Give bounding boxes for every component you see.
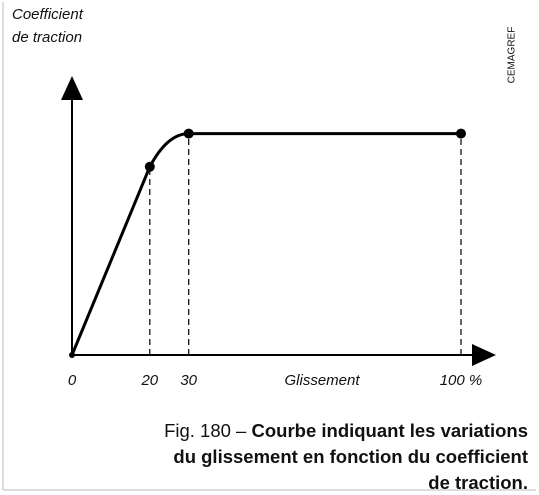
x-tick-label: 100 % [440, 372, 483, 389]
credit: CEMAGREF [507, 27, 518, 84]
x-tick-label: 0 [68, 372, 77, 389]
caption-text: de traction. [428, 472, 528, 493]
y-axis-label: de traction [12, 29, 82, 46]
y-axis-label: Coefficient [12, 6, 84, 23]
x-axis-arrow [472, 344, 496, 366]
x-tick-label: 20 [140, 372, 158, 389]
point [144, 161, 155, 172]
line [70, 132, 461, 356]
point [183, 128, 194, 139]
y-axis-arrow [61, 76, 83, 100]
point [69, 352, 75, 358]
x-tick-label: 30 [180, 372, 197, 389]
caption-text: Courbe indiquant les variations [251, 420, 528, 441]
point [455, 128, 466, 139]
x-axis-label: Glissement [284, 372, 360, 389]
caption: Fig. 180 – Courbe indiquant les variatio… [164, 420, 528, 441]
caption-text: du glissement en fonction du coefficient [173, 446, 528, 467]
caption-label: Fig. 180 – [164, 420, 247, 441]
